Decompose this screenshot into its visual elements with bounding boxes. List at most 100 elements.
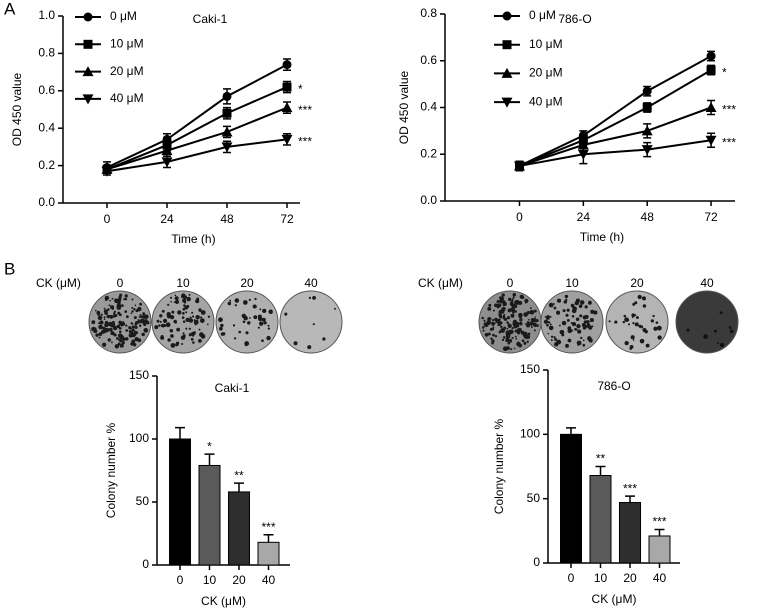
colony xyxy=(312,323,315,326)
colony xyxy=(133,316,137,320)
colony xyxy=(590,309,595,314)
y-tick-label: 1.0 xyxy=(38,8,55,22)
colony xyxy=(114,344,120,349)
y-axis-label: Colony number % xyxy=(492,418,506,514)
colony xyxy=(190,337,194,341)
colony xyxy=(575,317,580,322)
colony xyxy=(510,313,515,318)
colony xyxy=(566,308,570,312)
colony xyxy=(97,315,103,321)
colony xyxy=(492,326,495,329)
y-tick-label: 0.8 xyxy=(38,46,55,60)
colony xyxy=(629,347,633,350)
colony xyxy=(145,320,150,325)
colony xyxy=(637,294,642,300)
x-tick-label: 10 xyxy=(203,573,217,587)
colony xyxy=(581,322,587,328)
colony xyxy=(115,337,119,340)
x-tick-label: 40 xyxy=(653,571,667,585)
colony xyxy=(624,340,629,346)
colony xyxy=(549,315,552,318)
colony xyxy=(509,338,512,342)
colony xyxy=(627,323,631,326)
colony xyxy=(220,332,225,336)
colony xyxy=(160,323,165,328)
colony xyxy=(183,301,187,304)
colony xyxy=(200,310,206,315)
x-tick-label: 24 xyxy=(577,210,591,224)
colony xyxy=(167,303,170,306)
colony xyxy=(523,312,528,317)
colony xyxy=(125,329,128,332)
colony xyxy=(182,312,185,315)
marker xyxy=(222,91,232,101)
colony xyxy=(266,335,271,341)
colony xyxy=(125,324,128,327)
colony xyxy=(554,338,558,342)
y-tick-label: 0 xyxy=(533,555,540,569)
colony xyxy=(686,328,690,332)
marker xyxy=(577,149,589,160)
colony-dose-label: 20 xyxy=(240,276,254,290)
colony xyxy=(507,323,512,328)
colony xyxy=(195,314,200,320)
colony xyxy=(131,310,134,313)
colony-well xyxy=(540,290,604,354)
marker xyxy=(642,86,652,96)
colony xyxy=(193,319,196,322)
colony xyxy=(174,296,179,301)
colony xyxy=(642,304,647,308)
colony xyxy=(591,325,594,328)
colony xyxy=(181,316,185,319)
legend-marker xyxy=(82,66,94,77)
colony xyxy=(128,330,132,334)
colony xyxy=(107,322,111,327)
colony xyxy=(252,304,257,309)
colony xyxy=(142,314,147,319)
colony xyxy=(545,315,550,320)
bar xyxy=(589,475,612,564)
colony xyxy=(218,319,221,322)
colony xyxy=(112,314,116,318)
colony xyxy=(170,343,176,348)
colony xyxy=(506,327,509,330)
colony xyxy=(134,336,139,342)
colony xyxy=(584,314,589,319)
colony xyxy=(527,332,531,336)
x-tick-label: 10 xyxy=(594,571,608,585)
colony xyxy=(183,295,188,300)
significance: *** xyxy=(722,135,736,149)
error-bar xyxy=(595,465,606,476)
colony xyxy=(108,327,113,332)
colony-row-label: CK (μM) xyxy=(418,276,463,290)
colony xyxy=(652,314,655,318)
marker xyxy=(705,135,717,146)
colony xyxy=(493,322,496,324)
colony xyxy=(109,314,114,319)
y-tick-label: 0.2 xyxy=(38,158,55,172)
colony xyxy=(534,316,537,318)
colony xyxy=(488,303,492,307)
x-axis-label: Time (h) xyxy=(580,230,624,244)
colony xyxy=(268,309,273,314)
significance: * xyxy=(207,439,212,453)
colony xyxy=(173,301,176,303)
colony xyxy=(514,310,518,313)
colony xyxy=(714,329,717,333)
series-line xyxy=(519,69,712,167)
colony xyxy=(142,333,145,337)
y-tick-label: 0.8 xyxy=(420,6,437,20)
marker xyxy=(281,102,293,113)
colony xyxy=(131,298,134,301)
colony xyxy=(234,304,237,307)
colony xyxy=(508,329,511,332)
colony xyxy=(543,319,549,324)
colony xyxy=(108,304,111,307)
marker xyxy=(222,108,232,118)
colony xyxy=(535,319,539,323)
colony xyxy=(481,326,485,329)
y-tick-label: 50 xyxy=(136,494,150,508)
colony xyxy=(93,327,96,330)
colony xyxy=(492,309,495,312)
colony xyxy=(206,323,209,326)
